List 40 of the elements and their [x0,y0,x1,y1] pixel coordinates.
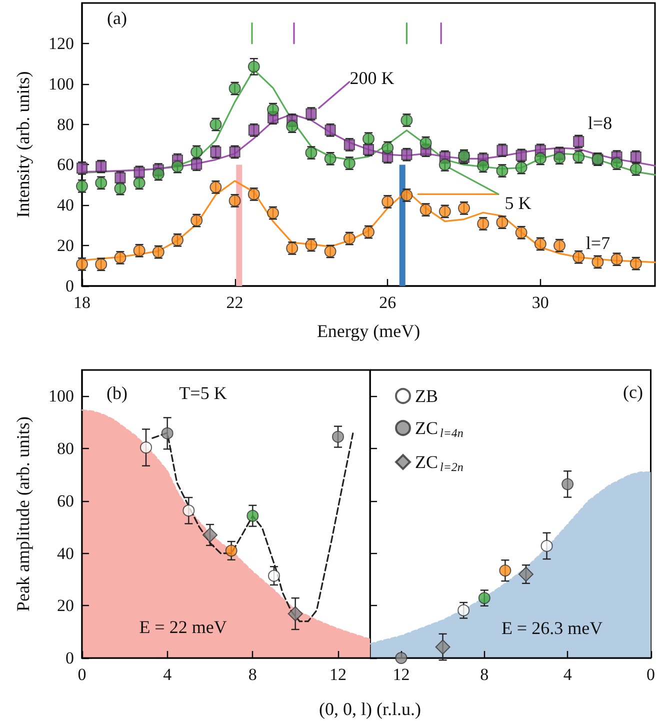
y-tick-label: 80 [57,439,74,458]
x-axis-title: (0, 0, l) (r.l.u.) [319,699,421,719]
x-tick-label: 18 [74,293,90,312]
x-tick-label: 26 [379,293,396,312]
y-tick-label: 20 [57,236,74,256]
y-tick-label: 100 [48,386,74,406]
x-tick-label: 4 [563,665,572,684]
x-axis-title: Energy (meV) [316,321,420,341]
x-tick-label: 12 [330,665,346,684]
annotation: l=7 [586,233,610,253]
annotation: l=8 [588,113,612,133]
x-tick-label: 0 [78,665,86,684]
annotation: E = 26.3 meV [501,618,603,638]
y-tick-label: 0 [66,276,74,296]
annotation: (b) [106,383,128,403]
annotation: (c) [623,382,643,402]
x-tick-label: 30 [532,293,549,312]
annotation: 5 K [504,193,532,213]
y-tick-label: 60 [57,155,74,174]
y-tick-label: 40 [57,544,74,563]
x-tick-label: 22 [226,293,244,312]
y-tick-label: 60 [57,491,74,510]
annotation: (a) [107,8,127,28]
y-tick-label: 120 [48,34,74,53]
annotation: T=5 K [179,383,227,403]
x-tick-label: 8 [480,665,489,684]
x-tick-label: 12 [392,665,410,684]
y-tick-label: 80 [57,114,74,134]
y-axis-title: Intensity (arb. units) [13,71,33,218]
annotation: 200 K [350,68,394,88]
y-tick-label: 0 [66,648,74,668]
legend-label: ZB [415,386,438,406]
annotation: E = 22 meV [139,617,227,637]
y-tick-label: 40 [57,196,74,215]
x-tick-label: 4 [163,665,172,684]
x-tick-label: 0 [646,665,655,684]
y-tick-label: 100 [48,74,74,94]
x-tick-label: 8 [248,665,257,684]
y-axis-title: Peak amplitude (arb. units) [13,416,33,612]
y-tick-label: 20 [57,596,74,616]
